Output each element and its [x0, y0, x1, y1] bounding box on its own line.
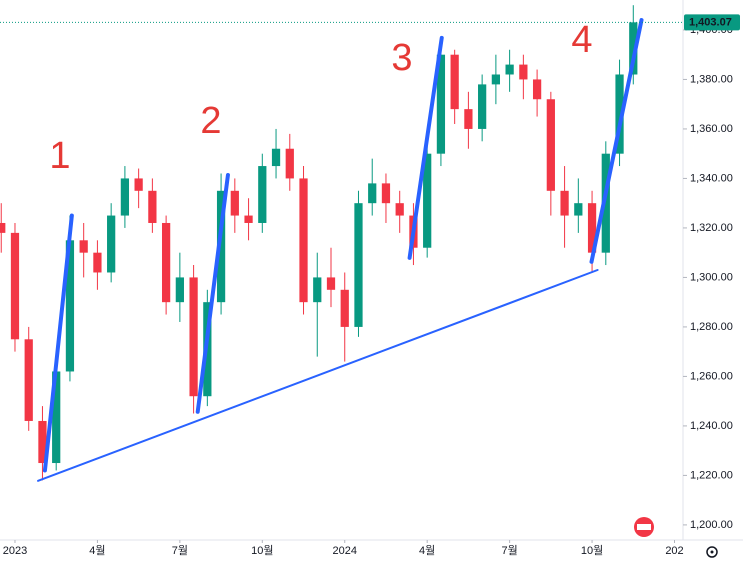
- gear-center[interactable]: [710, 550, 714, 554]
- candle-body: [79, 240, 88, 253]
- x-tick-label: 4월: [419, 544, 435, 557]
- candle-body: [532, 79, 542, 100]
- y-tick-label: 1,200.00: [690, 519, 733, 531]
- x-tick-label: 10월: [581, 544, 603, 557]
- settings-icon[interactable]: [706, 546, 718, 558]
- candle-body: [601, 153, 610, 253]
- last-price-box: [684, 14, 740, 31]
- candle-body: [38, 420, 47, 464]
- candle-body: [189, 277, 198, 397]
- candle-body: [52, 371, 61, 464]
- x-tick-label: 202: [665, 545, 683, 557]
- trendline: [195, 172, 230, 414]
- candle-body: [519, 64, 528, 80]
- candle-body: [326, 277, 336, 290]
- y-tick-label: 1,340.00: [690, 172, 733, 184]
- plot-area: [0, 5, 644, 482]
- candle-body: [381, 183, 391, 204]
- candle-body: [505, 64, 514, 75]
- candle-body: [175, 277, 184, 303]
- candle-body: [436, 54, 446, 154]
- candle-body: [478, 84, 487, 129]
- candle-body: [120, 178, 130, 216]
- y-tick-label: 1,220.00: [690, 469, 733, 481]
- x-tick-label: 7월: [501, 544, 517, 557]
- candle-body: [285, 148, 294, 179]
- currency-flag-icon[interactable]: [634, 517, 654, 537]
- candle-body: [244, 215, 253, 223]
- candle-body: [450, 54, 459, 110]
- y-tick-label: 1,240.00: [690, 420, 733, 432]
- flag-stripe[interactable]: [637, 524, 651, 530]
- candle-body: [230, 190, 239, 216]
- y-tick-label: 1,280.00: [690, 321, 733, 333]
- candle-body: [340, 289, 349, 327]
- annotation: 4: [571, 19, 592, 61]
- candle-body: [258, 166, 267, 223]
- candle-body: [271, 148, 281, 167]
- candle-body: [24, 339, 33, 421]
- candle-body: [107, 215, 116, 273]
- candle-body: [161, 222, 171, 303]
- candle-body: [546, 99, 555, 191]
- candle-body: [615, 74, 624, 154]
- last-price-label: 1,403.07: [689, 16, 732, 28]
- trendline: [589, 18, 644, 264]
- candle-body: [587, 203, 597, 253]
- gear[interactable]: [706, 546, 718, 558]
- y-tick-label: 1,300.00: [690, 271, 733, 283]
- trendline: [37, 269, 599, 482]
- candle-body: [313, 277, 322, 303]
- x-tick-label: 2023: [3, 545, 27, 557]
- candle-body: [93, 252, 102, 273]
- candle-body: [560, 190, 569, 216]
- annotation: 2: [200, 100, 221, 142]
- x-tick-label: 4월: [89, 544, 105, 557]
- annotation: 1: [49, 135, 70, 177]
- candle-body: [354, 203, 363, 327]
- trendline: [42, 213, 74, 473]
- annotation: 3: [391, 37, 412, 79]
- y-tick-label: 1,380.00: [690, 73, 733, 85]
- candle-body: [0, 222, 6, 233]
- candle-body: [423, 153, 432, 248]
- x-tick-label: 7월: [172, 544, 188, 557]
- candle-body: [464, 109, 473, 129]
- x-tick-label: 2024: [332, 545, 356, 557]
- candle-body: [65, 240, 75, 372]
- candle-body: [134, 178, 143, 191]
- y-tick-label: 1,320.00: [690, 222, 733, 234]
- candle-body: [299, 178, 308, 303]
- candle-body: [491, 74, 501, 85]
- candle-body: [368, 183, 377, 204]
- candle-body: [574, 203, 583, 216]
- candle-body: [148, 190, 157, 223]
- candle-body: [629, 22, 638, 75]
- x-tick-label: 10월: [251, 544, 273, 557]
- y-tick-label: 1,360.00: [690, 123, 733, 135]
- candle-body: [10, 232, 20, 340]
- candle-body: [216, 190, 226, 303]
- candle-body: [395, 203, 404, 216]
- y-tick-label: 1,260.00: [690, 370, 733, 382]
- trendline: [407, 35, 444, 260]
